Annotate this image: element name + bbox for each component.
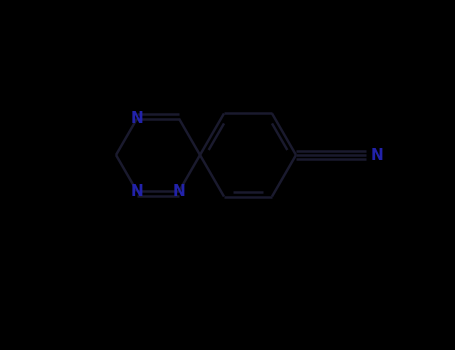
Text: N: N — [371, 147, 384, 162]
Text: N: N — [131, 111, 143, 126]
Text: N: N — [131, 184, 143, 199]
Text: N: N — [172, 184, 185, 199]
